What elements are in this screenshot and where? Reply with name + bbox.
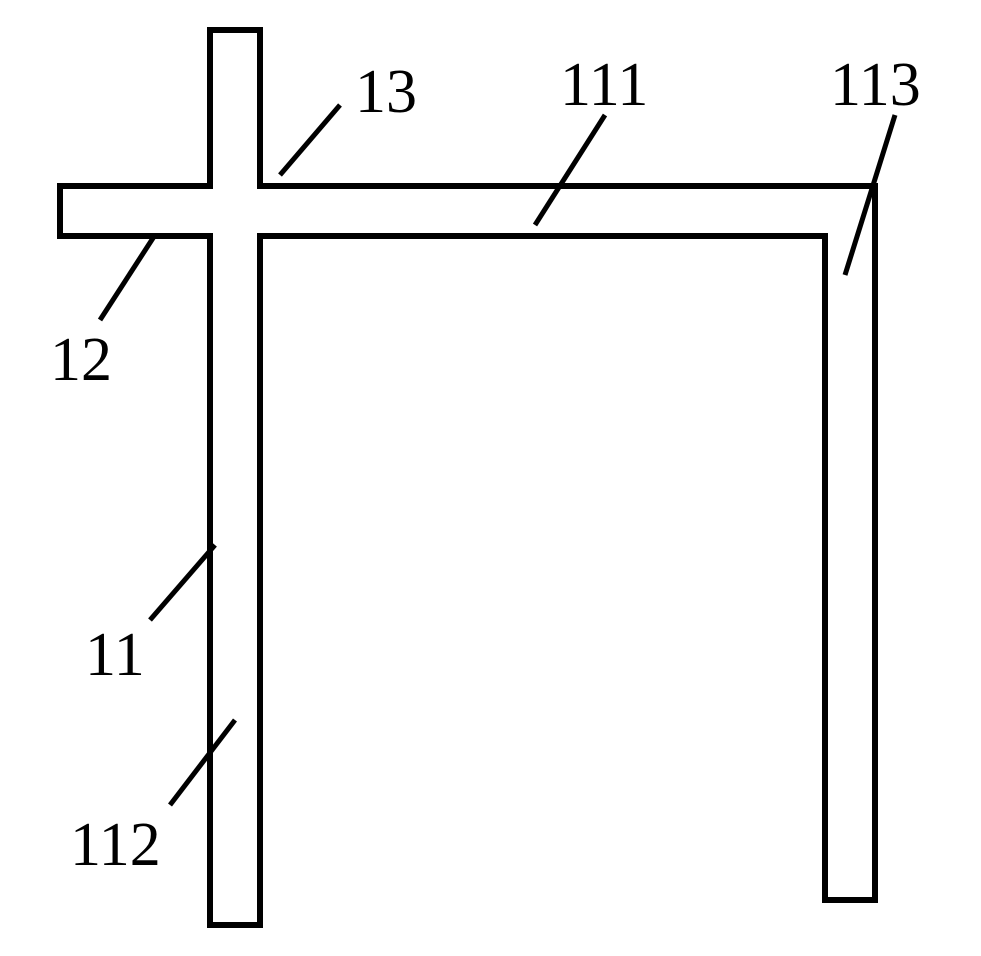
label-112: 112 (70, 810, 161, 881)
lead-11 (150, 545, 215, 620)
lead-13 (280, 105, 340, 175)
label-111: 111 (560, 50, 648, 121)
label-11: 11 (85, 620, 145, 691)
label-12: 12 (50, 325, 112, 396)
lead-12 (100, 235, 155, 320)
diagram-root: 13 111 113 12 11 112 (0, 0, 981, 956)
label-113: 113 (830, 50, 921, 121)
label-13: 13 (355, 57, 417, 128)
lead-112 (170, 720, 235, 805)
lead-111 (535, 115, 605, 225)
lead-113 (845, 115, 895, 275)
leader-lines (100, 105, 895, 805)
